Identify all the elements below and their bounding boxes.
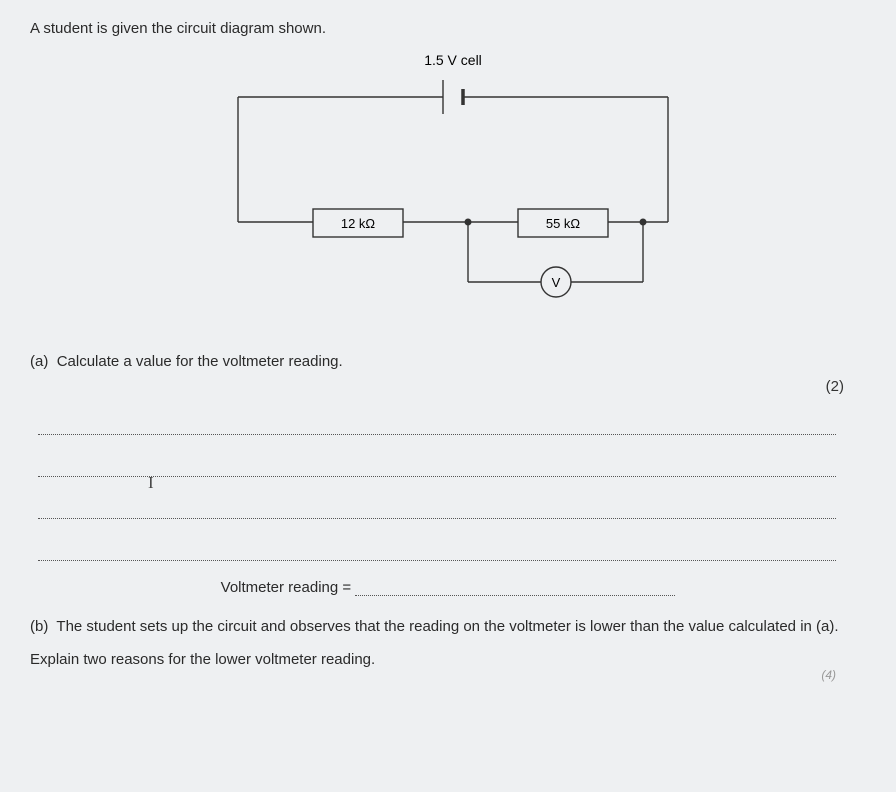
- result-label: Voltmeter reading =: [221, 579, 352, 596]
- result-fill[interactable]: [355, 582, 675, 596]
- answer-line-4[interactable]: [38, 533, 836, 561]
- resistor-2-label: 55 kΩ: [546, 216, 581, 231]
- voltmeter-label: V: [552, 275, 561, 290]
- intro-text: A student is given the circuit diagram s…: [30, 20, 866, 37]
- text-cursor: I: [148, 473, 154, 493]
- cell-label: 1.5 V cell: [424, 52, 482, 68]
- part-a-text: Calculate a value for the voltmeter read…: [57, 353, 343, 370]
- circuit-diagram: 1.5 V cell 12 kΩ 55 kΩ: [208, 47, 688, 317]
- resistor-1-label: 12 kΩ: [341, 216, 376, 231]
- answer-line-1[interactable]: [38, 407, 836, 435]
- answer-line-3[interactable]: [38, 491, 836, 519]
- part-a-label: (a): [30, 353, 48, 370]
- answer-line-2[interactable]: I: [38, 449, 836, 477]
- part-b-marks: (4): [30, 668, 836, 682]
- part-b-text-2: Explain two reasons for the lower voltme…: [30, 651, 866, 668]
- part-a-marks: (2): [30, 378, 844, 395]
- part-b-label: (b): [30, 618, 48, 635]
- part-b: (b) The student sets up the circuit and …: [30, 618, 866, 635]
- circuit-diagram-container: 1.5 V cell 12 kΩ 55 kΩ: [30, 47, 866, 339]
- part-a: (a) Calculate a value for the voltmeter …: [30, 353, 866, 370]
- part-b-text-1: The student sets up the circuit and obse…: [56, 618, 838, 635]
- voltmeter-result-line: Voltmeter reading =: [30, 579, 866, 596]
